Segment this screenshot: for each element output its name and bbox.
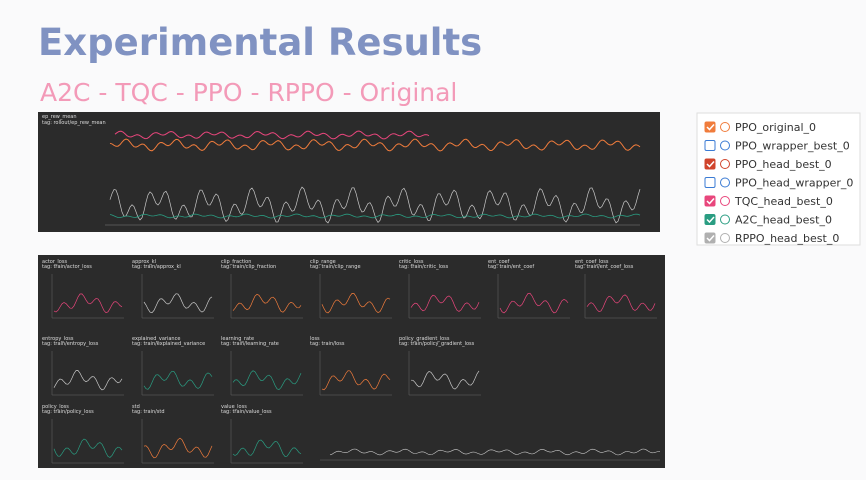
run-color (720, 196, 730, 206)
checkbox[interactable] (704, 177, 716, 188)
legend-label: TQC_head_best_0 (734, 195, 833, 208)
checkbox[interactable] (704, 195, 716, 207)
slide-subtitle: A2C - TQC - PPO - RPPO - Original (40, 78, 457, 107)
curve (143, 293, 213, 314)
panel-tag: tag: train/entropy_loss (42, 341, 99, 347)
curve (53, 438, 123, 458)
curve (410, 370, 480, 390)
curve (109, 186, 641, 224)
panel-title: value_loss (221, 404, 247, 410)
panel-tag: tag: train/ent_coef_loss (575, 264, 634, 270)
panel-title: explained_variance (132, 336, 180, 342)
checkbox[interactable] (704, 121, 716, 133)
panel-tag: tag: train/approx_kl (132, 264, 181, 270)
checkbox[interactable] (704, 214, 716, 225)
panel-tag: tag: train/std (132, 409, 165, 415)
legend-label: RPPO_head_best_0 (735, 232, 839, 245)
run-color (720, 233, 730, 243)
checkmark (706, 234, 715, 242)
legend-label: PPO_head_wrapper_0 (735, 177, 853, 190)
checkbox[interactable] (704, 158, 716, 170)
curve (410, 294, 480, 312)
run-color (720, 177, 730, 188)
main-panel (38, 112, 660, 232)
curve (586, 294, 656, 313)
curve (143, 437, 213, 459)
panel-title: learning_rate (221, 336, 254, 342)
panel-title: ent_coef (488, 259, 510, 265)
panel-tag: tag: train/actor_loss (42, 264, 92, 270)
panel-tag: tag: train/policy_loss (42, 409, 94, 415)
curve (321, 370, 391, 391)
legend (696, 112, 861, 246)
curve (321, 293, 391, 314)
panel-tag: tag: train/learning_rate (221, 341, 279, 347)
panel-title: loss (310, 336, 320, 342)
panel-tag: tag: train/clip_range (310, 264, 361, 270)
curve (143, 370, 213, 390)
curve (329, 448, 661, 456)
legend-label: PPO_original_0 (735, 121, 816, 134)
panel-tag: tag: train/policy_gradient_loss (399, 341, 475, 347)
checkmark (706, 123, 715, 131)
panel-title: ent_coef_loss (575, 259, 609, 265)
curve (232, 370, 302, 391)
checkbox[interactable] (704, 140, 716, 151)
panel-tag: tag: train/critic_loss (399, 264, 449, 270)
panel-title: policy_gradient_loss (399, 336, 450, 342)
panel-tag: tag: rollout/ep_rew_mean (42, 120, 106, 126)
panel-title: ep_rew_mean (42, 114, 77, 120)
panel-tag: tag: train/ent_coef (488, 264, 534, 270)
checkmark (706, 197, 715, 205)
panel-title: critic_loss (399, 259, 424, 265)
curve (499, 292, 569, 314)
panel-title: approx_kl (132, 259, 156, 265)
run-color (720, 140, 730, 151)
panel-tag: tag: train/loss (310, 341, 345, 347)
run-color (720, 214, 730, 225)
slide-title: Experimental Results (38, 21, 482, 64)
panel-title: clip_fraction (221, 259, 251, 265)
panel-grid (38, 255, 665, 468)
legend-label: PPO_wrapper_best_0 (735, 140, 850, 153)
panel-tag: tag: train/value_loss (221, 409, 272, 415)
run-color (720, 159, 730, 169)
legend-label: PPO_head_best_0 (735, 158, 832, 171)
panel-title: clip_range (310, 259, 336, 265)
panel-title: actor_loss (42, 259, 67, 265)
legend-label: A2C_head_best_0 (735, 214, 832, 227)
curve (232, 293, 302, 313)
panel-title: entropy_loss (42, 336, 74, 342)
checkmark (706, 216, 715, 224)
curve (232, 439, 302, 457)
panel-title: std (132, 404, 140, 410)
curve (109, 213, 641, 219)
panel-tag: tag: train/explained_variance (132, 341, 205, 347)
curve (114, 130, 430, 140)
panel-tag: tag: train/clip_fraction (221, 264, 276, 270)
curve (109, 138, 641, 152)
curve (53, 370, 123, 391)
checkmark (706, 160, 715, 168)
curve (53, 293, 123, 314)
run-color (720, 122, 730, 132)
panel-title: policy_loss (42, 404, 69, 410)
checkbox[interactable] (704, 232, 716, 244)
